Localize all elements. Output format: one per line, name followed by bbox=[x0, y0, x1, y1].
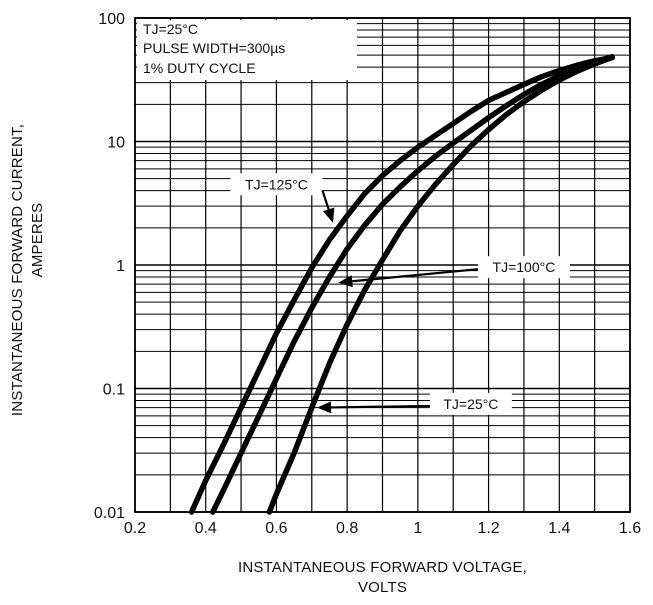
x-tick-label: 1.6 bbox=[619, 520, 641, 537]
series-line bbox=[210, 54, 616, 515]
series-label-background bbox=[477, 256, 570, 279]
x-axis-title-units: VOLTS bbox=[358, 579, 407, 596]
x-axis-title: INSTANTANEOUS FORWARD VOLTAGE, bbox=[238, 559, 527, 576]
series-annotations: TJ=125°C TJ=100°C TJ=25°C bbox=[230, 173, 570, 415]
conditions-box: TJ=25°C PULSE WIDTH=300µs 1% DUTY CYCLE bbox=[137, 20, 357, 80]
condition-pulse-width: PULSE WIDTH=300µs bbox=[143, 40, 285, 56]
series-label: TJ=25°C bbox=[443, 396, 498, 412]
series-label: TJ=100°C bbox=[493, 259, 556, 275]
x-tick-label: 1.2 bbox=[477, 520, 499, 537]
plot-frame bbox=[134, 17, 631, 513]
x-tick-label: 1.4 bbox=[548, 520, 570, 537]
series-label-arrow-head bbox=[317, 401, 332, 414]
series-label-background bbox=[230, 173, 323, 196]
y-tick-label: 0.1 bbox=[103, 382, 125, 399]
series-label-arrow-shaft bbox=[352, 268, 479, 283]
x-tick-label: 0.8 bbox=[336, 520, 358, 537]
series-line bbox=[188, 54, 616, 515]
conditions-box-background bbox=[137, 20, 357, 80]
series-label-arrow-head bbox=[338, 275, 353, 288]
series-label-arrow-shaft bbox=[331, 404, 430, 409]
series-label-arrow-shaft bbox=[321, 189, 330, 210]
y-tick-label: 100 bbox=[98, 11, 125, 28]
x-tick-label: 1 bbox=[413, 520, 422, 537]
y-tick-label: 10 bbox=[107, 135, 125, 152]
series-label-arrow-head bbox=[322, 207, 335, 223]
series-label: TJ=125°C bbox=[245, 176, 308, 192]
condition-duty-cycle: 1% DUTY CYCLE bbox=[143, 60, 256, 76]
x-tick-label: 0.2 bbox=[124, 520, 146, 537]
curves bbox=[188, 54, 616, 515]
y-axis-title: INSTANTANEOUS FORWARD CURRENT, bbox=[9, 124, 26, 416]
condition-tj: TJ=25°C bbox=[143, 21, 198, 37]
x-tick-label: 0.6 bbox=[265, 520, 287, 537]
y-axis-title-units: AMPERES bbox=[29, 203, 46, 278]
tick-labels: 0.2 0.4 0.6 0.8 1 1.2 1.4 1.6 0.01 0.1 1 10 100 bbox=[94, 11, 641, 537]
x-tick-label: 0.4 bbox=[195, 520, 217, 537]
series-label-background bbox=[429, 392, 512, 415]
y-tick-label: 0.01 bbox=[94, 505, 125, 522]
series-line bbox=[266, 54, 616, 515]
y-tick-label: 1 bbox=[116, 258, 125, 275]
